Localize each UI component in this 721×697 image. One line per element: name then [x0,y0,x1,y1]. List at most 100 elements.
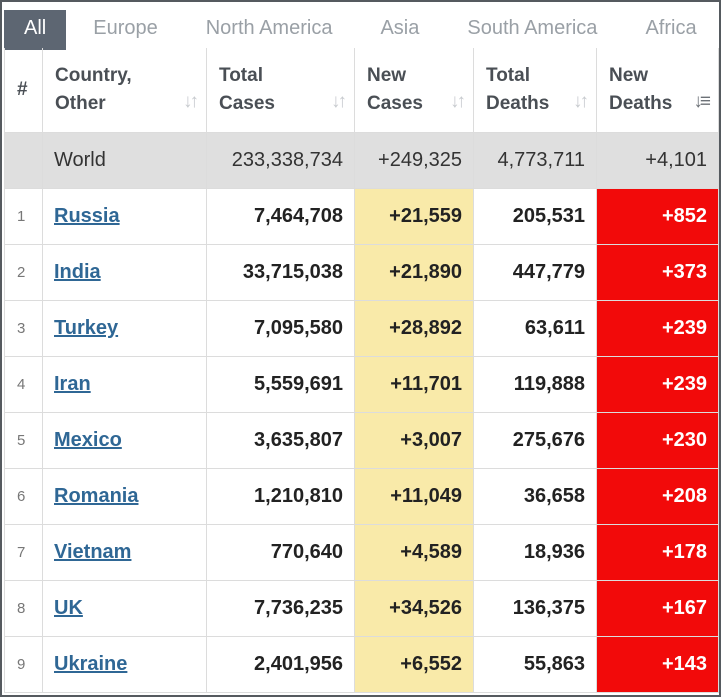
new-cases-cell: +11,049 [354,468,474,525]
row-index: 9 [4,636,43,693]
country-cell: Vietnam [42,524,207,581]
country-link[interactable]: Turkey [54,317,119,339]
header-total-deaths[interactable]: Total Deaths ↓↑ [473,48,597,133]
header-total-cases[interactable]: Total Cases ↓↑ [206,48,355,133]
new-deaths-cell: +143 [596,636,719,693]
country-cell: India [42,244,207,301]
row-index: 2 [4,244,43,301]
tab-europe[interactable]: Europe [93,17,158,39]
new-cases-cell: +28,892 [354,300,474,357]
header-total-deaths-line1: Total [486,65,530,86]
total-deaths-cell: 18,936 [473,524,597,581]
country-link[interactable]: Vietnam [54,541,132,563]
sort-arrows-icon[interactable]: ↓↑ [331,91,347,112]
header-total-deaths-line2: Deaths [486,93,550,114]
new-deaths-cell: +239 [596,300,719,357]
table-row: 6 Romania 1,210,810 +11,049 36,658 +208 [4,468,719,525]
row-index: 4 [4,356,43,413]
country-link[interactable]: UK [54,597,83,619]
total-cases-cell: 3,635,807 [206,412,355,469]
new-cases-cell: +21,559 [354,188,474,245]
sort-arrows-icon[interactable]: ↓↑ [450,91,466,112]
total-cases-cell: 7,736,235 [206,580,355,637]
new-deaths-cell: +230 [596,412,719,469]
sort-arrows-icon[interactable]: ↓↑ [573,91,589,112]
header-total-cases-line2: Cases [219,93,275,114]
row-index: 6 [4,468,43,525]
tab-africa[interactable]: Africa [645,17,697,39]
table-row: 8 UK 7,736,235 +34,526 136,375 +167 [4,580,719,637]
world-index-cell [4,132,43,189]
country-link[interactable]: Mexico [54,429,122,451]
total-cases-cell: 7,464,708 [206,188,355,245]
total-deaths-cell: 63,611 [473,300,597,357]
new-cases-cell: +34,526 [354,580,474,637]
total-cases-cell: 33,715,038 [206,244,355,301]
header-index-label: # [17,79,28,100]
tab-north-america[interactable]: North America [205,17,333,39]
new-deaths-cell: +239 [596,356,719,413]
header-new-cases-line1: New [367,65,407,86]
total-deaths-cell: 55,863 [473,636,597,693]
total-cases-cell: 7,095,580 [206,300,355,357]
header-country-line2: Other [55,93,106,114]
country-link[interactable]: India [54,261,101,283]
row-index: 8 [4,580,43,637]
world-row: World 233,338,734 +249,325 4,773,711 +4,… [4,132,719,189]
sort-arrows-icon[interactable]: ↓↑ [183,91,199,112]
new-deaths-cell: +178 [596,524,719,581]
header-new-cases-line2: Cases [367,93,423,114]
header-new-deaths-line1: New [609,65,649,86]
header-new-cases[interactable]: New Cases ↓↑ [354,48,474,133]
country-link[interactable]: Russia [54,205,120,227]
new-cases-cell: +6,552 [354,636,474,693]
country-cell: Iran [42,356,207,413]
new-cases-cell: +4,589 [354,524,474,581]
tab-south-america[interactable]: South America [467,17,598,39]
row-index: 3 [4,300,43,357]
header-country[interactable]: Country, Other ↓↑ [42,48,207,133]
table-row: 4 Iran 5,559,691 +11,701 119,888 +239 [4,356,719,413]
new-deaths-cell: +208 [596,468,719,525]
world-total-cases: 233,338,734 [206,132,355,189]
world-total-deaths: 4,773,711 [473,132,597,189]
header-total-cases-line1: Total [219,65,263,86]
world-new-deaths: +4,101 [596,132,719,189]
country-link[interactable]: Romania [54,485,139,507]
row-index: 7 [4,524,43,581]
table-row: 9 Ukraine 2,401,956 +6,552 55,863 +143 [4,636,719,693]
country-link[interactable]: Ukraine [54,653,128,675]
header-new-deaths[interactable]: New Deaths ↓≡ [596,48,719,133]
country-cell: Ukraine [42,636,207,693]
new-deaths-cell: +373 [596,244,719,301]
new-deaths-cell: +852 [596,188,719,245]
table-row: 5 Mexico 3,635,807 +3,007 275,676 +230 [4,412,719,469]
row-index: 5 [4,412,43,469]
region-tabs: All Europe North America Asia South Amer… [4,10,719,50]
total-deaths-cell: 275,676 [473,412,597,469]
world-new-cases: +249,325 [354,132,474,189]
total-cases-cell: 5,559,691 [206,356,355,413]
header-index[interactable]: # [4,48,43,133]
new-cases-cell: +3,007 [354,412,474,469]
total-cases-cell: 2,401,956 [206,636,355,693]
new-cases-cell: +11,701 [354,356,474,413]
tab-asia[interactable]: Asia [380,17,420,39]
total-cases-cell: 1,210,810 [206,468,355,525]
table-header-row: # Country, Other ↓↑ Total Cases ↓↑ New C… [4,48,719,133]
table-row: 1 Russia 7,464,708 +21,559 205,531 +852 [4,188,719,245]
table-row: 7 Vietnam 770,640 +4,589 18,936 +178 [4,524,719,581]
header-new-deaths-line2: Deaths [609,93,673,114]
world-name: World [42,132,207,189]
total-deaths-cell: 447,779 [473,244,597,301]
table-row: 2 India 33,715,038 +21,890 447,779 +373 [4,244,719,301]
country-link[interactable]: Iran [54,373,91,395]
country-cell: Turkey [42,300,207,357]
total-deaths-cell: 205,531 [473,188,597,245]
total-cases-cell: 770,640 [206,524,355,581]
tab-all[interactable]: All [4,10,67,50]
total-deaths-cell: 36,658 [473,468,597,525]
sort-desc-icon[interactable]: ↓≡ [693,91,711,112]
new-deaths-cell: +167 [596,580,719,637]
